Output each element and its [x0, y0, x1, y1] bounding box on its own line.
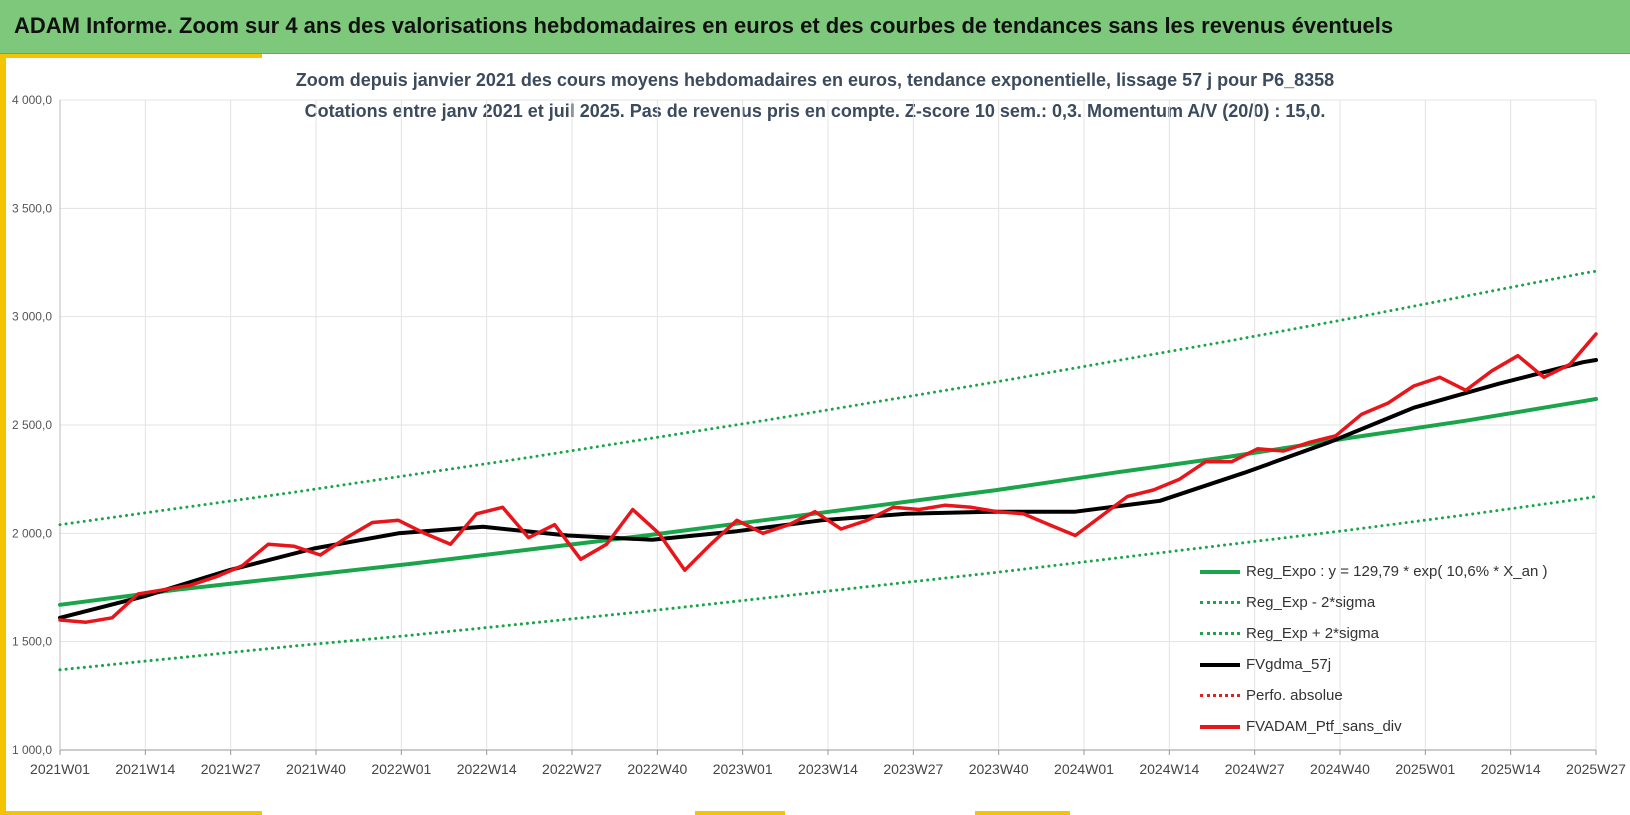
legend-label: FVgdma_57j: [1246, 656, 1332, 673]
series-line-0: [58, 397, 1598, 607]
x-tick-label: 2023W14: [798, 761, 858, 777]
legend-label: Reg_Exp - 2*sigma: [1246, 594, 1376, 611]
x-tick-label: 2023W01: [713, 761, 773, 777]
y-tick-label: 2 000,0: [12, 526, 52, 540]
legend-swatch: [1200, 662, 1240, 667]
x-tick-label: 2022W40: [627, 761, 687, 777]
legend-swatch: [1200, 569, 1240, 574]
x-tick-label: 2021W14: [115, 761, 175, 777]
legend-label: Reg_Expo : y = 129,79 * exp( 10,6% * X_a…: [1246, 563, 1548, 580]
chart-legend: Reg_Expo : y = 129,79 * exp( 10,6% * X_a…: [1200, 556, 1547, 742]
y-tick-label: 1 000,0: [12, 743, 52, 757]
x-tick-label: 2023W27: [883, 761, 943, 777]
x-tick-label: 2025W14: [1481, 761, 1541, 777]
legend-swatch: [1200, 694, 1240, 697]
x-tick-label: 2024W01: [1054, 761, 1114, 777]
legend-item: Perfo. absolue: [1200, 680, 1547, 711]
legend-item: FVgdma_57j: [1200, 649, 1547, 680]
x-tick-label: 2024W40: [1310, 761, 1370, 777]
legend-swatch: [1200, 632, 1240, 635]
legend-label: Perfo. absolue: [1246, 687, 1343, 704]
x-tick-label: 2021W27: [201, 761, 261, 777]
x-tick-label: 2023W40: [969, 761, 1029, 777]
x-tick-label: 2024W14: [1139, 761, 1199, 777]
y-tick-label: 4 000,0: [12, 93, 52, 107]
y-tick-label: 3 000,0: [12, 310, 52, 324]
y-tick-label: 1 500,0: [12, 635, 52, 649]
x-tick-label: 2021W40: [286, 761, 346, 777]
legend-item: Reg_Exp + 2*sigma: [1200, 618, 1547, 649]
legend-swatch: [1200, 601, 1240, 604]
x-tick-label: 2024W27: [1225, 761, 1285, 777]
page-title: ADAM Informe. Zoom sur 4 ans des valoris…: [14, 13, 1394, 38]
accent-bar-bottom: [975, 811, 1070, 815]
series-line-2: [58, 269, 1598, 527]
y-tick-label: 2 500,0: [12, 418, 52, 432]
accent-bar-bottom: [695, 811, 785, 815]
legend-swatch: [1200, 724, 1240, 729]
axes: 1 000,0 1 500,0 2 000,0 2 500,0 3 000,0 3 500…: [12, 93, 1626, 777]
gridlines: [59, 99, 1597, 751]
chart-title-line1: Zoom depuis janvier 2021 des cours moyen…: [295, 70, 1335, 90]
x-tick-label: 2025W27: [1566, 761, 1626, 777]
legend-label: Reg_Exp + 2*sigma: [1246, 625, 1379, 642]
x-tick-label: 2022W14: [457, 761, 517, 777]
accent-bar-bottom: [0, 811, 262, 815]
y-tick-label: 3 500,0: [12, 201, 52, 215]
x-tick-label: 2025W01: [1395, 761, 1455, 777]
series-lines: [58, 269, 1598, 672]
accent-bar-top: [0, 54, 262, 58]
legend-item: FVADAM_Ptf_sans_div: [1200, 711, 1547, 742]
chart-title-line2: Cotations entre janv 2021 et juil 2025. …: [304, 101, 1326, 121]
x-tick-label: 2022W27: [542, 761, 602, 777]
series-line-3: [58, 358, 1598, 620]
accent-bar-left: [0, 54, 6, 815]
series-line-1: [58, 495, 1598, 672]
series-line-5: [58, 332, 1598, 624]
legend-item: Reg_Expo : y = 129,79 * exp( 10,6% * X_a…: [1200, 556, 1547, 587]
legend-label: FVADAM_Ptf_sans_div: [1246, 718, 1402, 735]
header-banner: ADAM Informe. Zoom sur 4 ans des valoris…: [0, 0, 1630, 54]
x-tick-label: 2021W01: [30, 761, 90, 777]
legend-item: Reg_Exp - 2*sigma: [1200, 587, 1547, 618]
x-tick-label: 2022W01: [371, 761, 431, 777]
